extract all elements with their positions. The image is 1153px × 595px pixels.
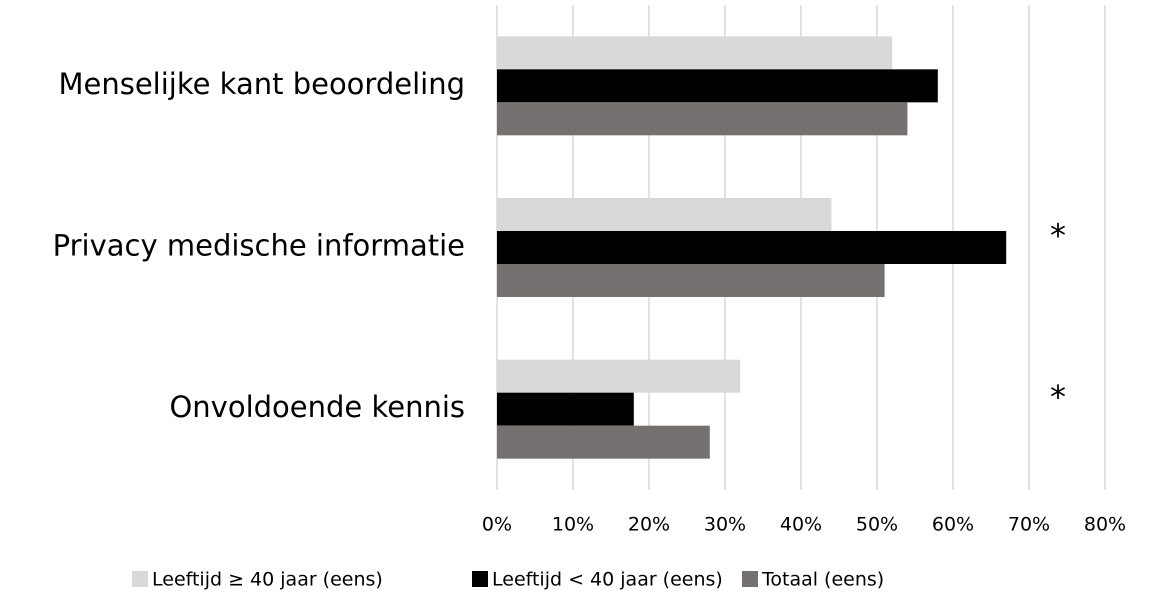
- x-tick-label: 20%: [628, 514, 670, 536]
- bar: [497, 36, 893, 70]
- bar: [497, 69, 938, 103]
- legend-label: Totaal (eens): [761, 569, 884, 591]
- bar: [497, 198, 832, 231]
- x-tick-label: 40%: [780, 514, 822, 536]
- legend-swatch: [472, 571, 488, 587]
- x-tick-label: 10%: [552, 514, 594, 536]
- bar: [497, 231, 1007, 264]
- y-tick-label: Privacy medische informatie: [53, 229, 465, 263]
- legend-swatch: [742, 571, 758, 587]
- legend-swatch: [132, 571, 148, 587]
- annotation: *: [1050, 217, 1066, 255]
- y-tick-label: Menselijke kant beoordeling: [58, 67, 465, 101]
- bar: [497, 392, 634, 426]
- annotation: *: [1050, 378, 1066, 416]
- y-tick-label: Onvoldoende kennis: [169, 390, 465, 424]
- x-tick-label: 70%: [1008, 514, 1050, 536]
- bar: [497, 264, 885, 297]
- bar: [497, 359, 741, 393]
- x-tick-label: 0%: [482, 514, 512, 536]
- x-tick-label: 60%: [932, 514, 974, 536]
- legend-label: Leeftijd ≥ 40 jaar (eens): [152, 569, 383, 591]
- bar: [497, 425, 710, 459]
- x-tick-label: 30%: [704, 514, 746, 536]
- legend-label: Leeftijd < 40 jaar (eens): [492, 569, 723, 591]
- x-tick-label: 50%: [856, 514, 898, 536]
- x-tick-label: 80%: [1084, 514, 1126, 536]
- bar: [497, 102, 908, 136]
